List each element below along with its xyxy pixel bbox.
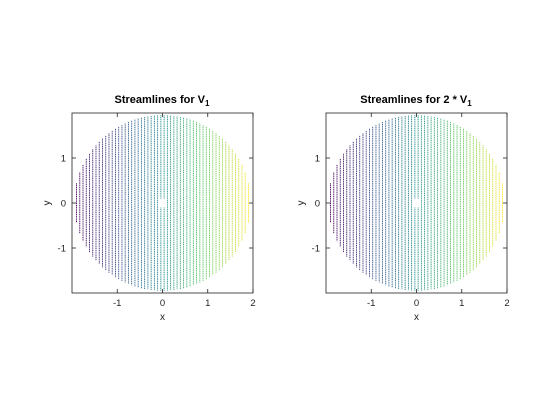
y-ticks-right: 1 0 -1 [312, 154, 507, 255]
chart-right: Streamlines for 2 * V1 -1 0 1 2 1 0 -1 x y [296, 94, 510, 323]
streamlines-left [76, 115, 249, 291]
x-tick-label: 0 [160, 298, 165, 309]
y-axis-label-left: y [42, 201, 53, 206]
y-tick-label: -1 [58, 244, 66, 255]
y-axis-label-right: y [296, 201, 307, 206]
hole-right [411, 198, 422, 208]
x-tick-label: 2 [250, 298, 255, 309]
x-ticks-left: -1 0 1 2 [113, 113, 256, 309]
y-ticks-left: 1 0 -1 [58, 154, 253, 255]
y-tick-label: 0 [61, 199, 66, 210]
x-tick-label: -1 [113, 298, 121, 309]
x-axis-label-right: x [414, 312, 419, 323]
x-tick-label: 1 [459, 298, 464, 309]
x-tick-label: 2 [504, 298, 509, 309]
chart-title-left: Streamlines for V1 [115, 94, 210, 108]
x-tick-label: 0 [414, 298, 419, 309]
x-tick-label: -1 [367, 298, 375, 309]
hole-left [157, 198, 168, 208]
x-axis-label-left: x [160, 312, 165, 323]
y-tick-label: -1 [312, 244, 320, 255]
streamlines-right [330, 115, 503, 291]
y-tick-label: 0 [315, 199, 320, 210]
chart-left: Streamlines for V1 -1 0 1 2 1 0 -1 x y [42, 94, 256, 323]
x-ticks-right: -1 0 1 2 [367, 113, 510, 309]
x-tick-label: 1 [205, 298, 210, 309]
chart-title-right: Streamlines for 2 * V1 [360, 94, 472, 108]
y-tick-label: 1 [61, 154, 66, 165]
y-tick-label: 1 [315, 154, 320, 165]
